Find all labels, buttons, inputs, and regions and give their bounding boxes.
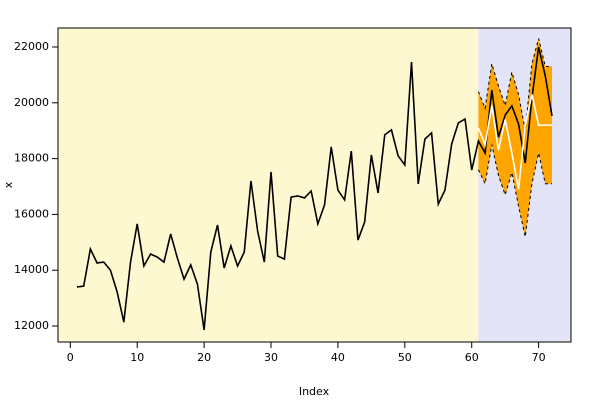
x-tick-label: 50 bbox=[398, 351, 412, 364]
x-tick-label: 10 bbox=[130, 351, 144, 364]
y-tick-label: 20000 bbox=[14, 96, 49, 109]
x-tick-label: 40 bbox=[331, 351, 345, 364]
x-axis-label: Index bbox=[299, 385, 330, 398]
series-line bbox=[76, 46, 553, 331]
x-tick-label: 0 bbox=[67, 351, 74, 364]
y-tick-label: 22000 bbox=[14, 40, 49, 53]
x-tick-label: 70 bbox=[532, 351, 546, 364]
plot-frame bbox=[57, 27, 572, 343]
y-axis-label: x bbox=[2, 181, 15, 188]
y-tick-label: 18000 bbox=[14, 152, 49, 165]
x-tick-label: 60 bbox=[465, 351, 479, 364]
background-region bbox=[58, 28, 479, 342]
series-line bbox=[477, 94, 552, 190]
series-line bbox=[477, 144, 552, 237]
y-tick-label: 16000 bbox=[14, 207, 49, 220]
x-tick-label: 20 bbox=[197, 351, 211, 364]
y-tick-label: 14000 bbox=[14, 263, 49, 276]
y-tick-label: 12000 bbox=[14, 319, 49, 332]
x-tick-label: 30 bbox=[264, 351, 278, 364]
series-line bbox=[477, 38, 552, 131]
